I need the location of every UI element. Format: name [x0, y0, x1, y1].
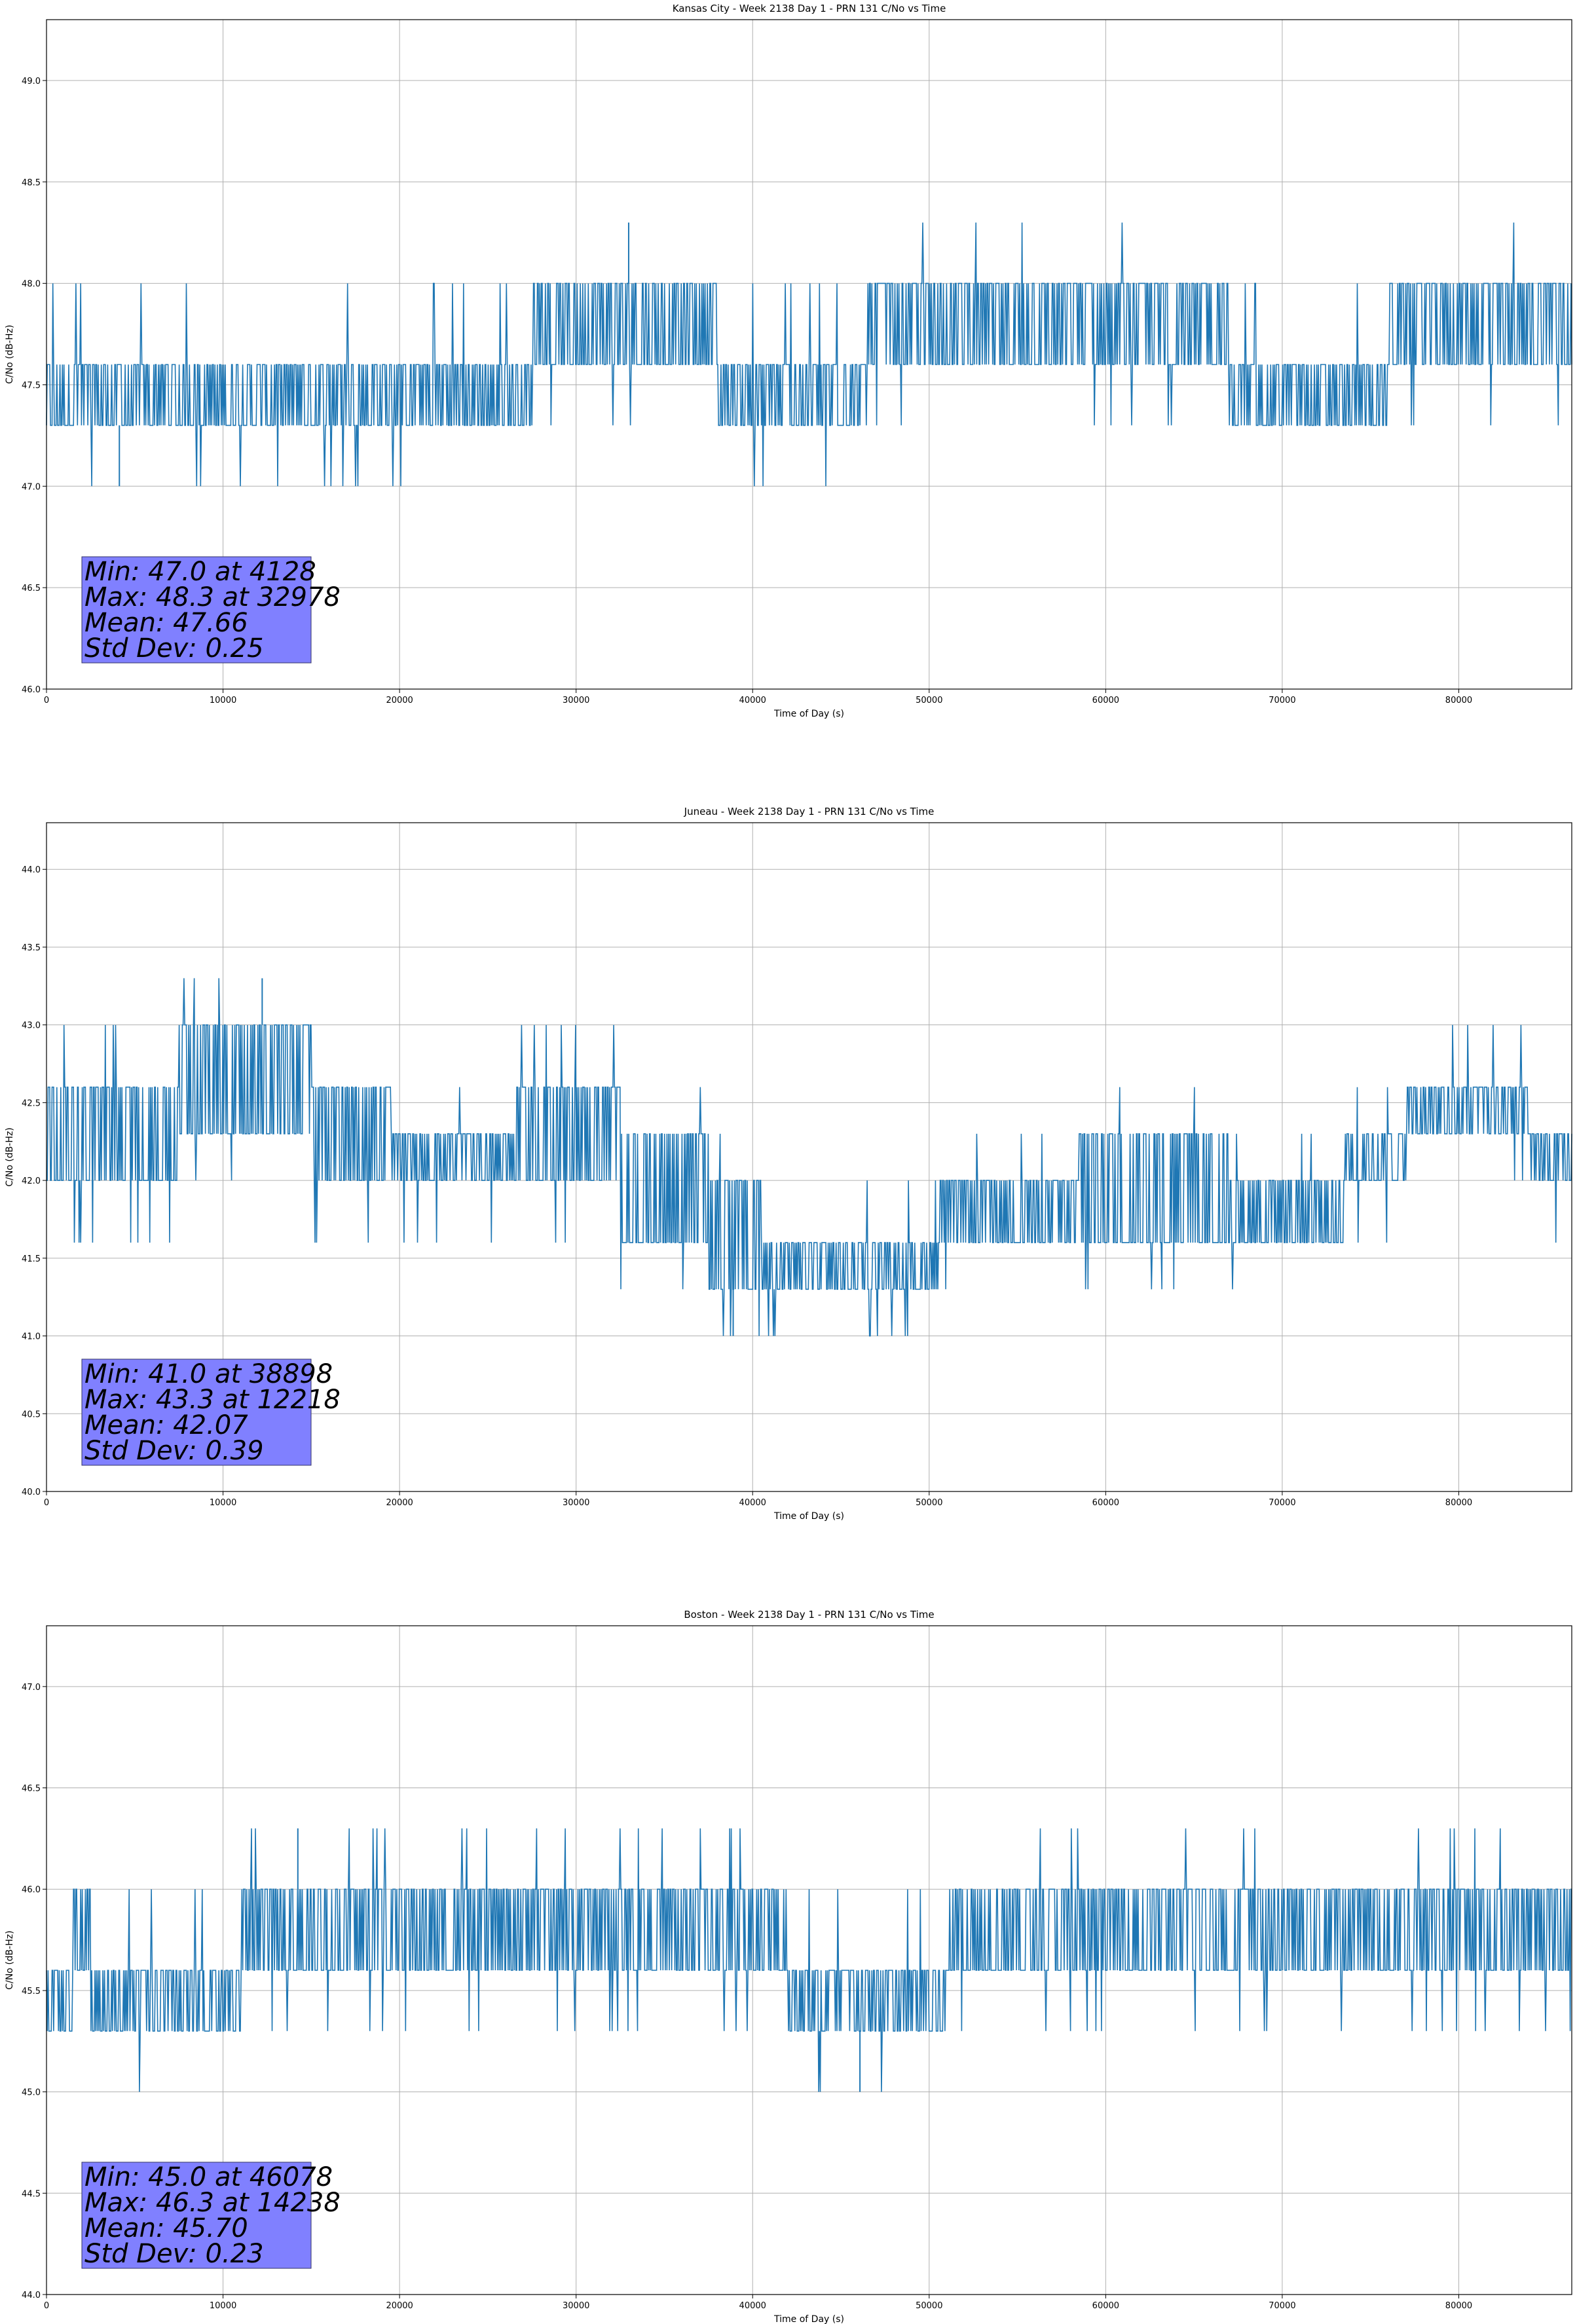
- chart-title: Boston - Week 2138 Day 1 - PRN 131 C/No …: [684, 1609, 934, 1621]
- x-tick-label: 50000: [916, 1498, 942, 1508]
- y-tick-label: 46.0: [22, 1885, 41, 1895]
- x-axis-label: Time of Day (s): [773, 2314, 844, 2324]
- x-tick-label: 10000: [210, 2301, 236, 2311]
- x-tick-label: 20000: [386, 1498, 413, 1508]
- x-tick-label: 50000: [916, 2301, 942, 2311]
- stats-std: Std Dev: 0.23: [84, 2239, 264, 2269]
- x-axis-label: Time of Day (s): [773, 709, 844, 719]
- y-tick-label: 45.0: [22, 2088, 41, 2098]
- stats-box: [81, 2162, 312, 2269]
- x-tick-label: 40000: [739, 2301, 766, 2311]
- stats-min: Min: 41.0 at 38898: [84, 1359, 333, 1389]
- y-tick-label: 47.0: [22, 482, 41, 492]
- x-tick-label: 20000: [386, 696, 413, 705]
- x-tick-label: 30000: [563, 1498, 589, 1508]
- axes-frame: [46, 822, 1572, 1492]
- y-tick-label: 44.0: [22, 2291, 41, 2300]
- chart-title: Juneau - Week 2138 Day 1 - PRN 131 C/No …: [684, 806, 935, 817]
- x-tick-label: 70000: [1269, 1498, 1295, 1508]
- y-tick-label: 48.5: [22, 178, 41, 188]
- y-tick-label: 48.0: [22, 280, 41, 290]
- chart-title: Kansas City - Week 2138 Day 1 - PRN 131 …: [673, 3, 946, 14]
- y-tick-label: 47.5: [22, 381, 41, 390]
- stats-mean: Mean: 45.70: [84, 2213, 248, 2243]
- axes-frame: [46, 19, 1572, 690]
- x-tick-label: 40000: [739, 1498, 766, 1508]
- y-tick-label: 44.0: [22, 865, 41, 875]
- series-line: [46, 222, 1572, 487]
- stats-box: [81, 556, 312, 664]
- y-tick-label: 43.0: [22, 1021, 41, 1031]
- stats-mean: Mean: 42.07: [84, 1410, 248, 1440]
- x-tick-label: 80000: [1445, 1498, 1472, 1508]
- stats-box: [81, 1359, 312, 1466]
- y-tick-label: 42.0: [22, 1176, 41, 1186]
- x-tick-label: 40000: [739, 696, 766, 705]
- series-line: [46, 1828, 1572, 2092]
- y-tick-label: 40.5: [22, 1410, 41, 1419]
- y-tick-label: 46.0: [22, 685, 41, 695]
- y-tick-label: 46.5: [22, 584, 41, 593]
- y-tick-label: 45.5: [22, 1987, 41, 1996]
- y-tick-label: 44.5: [22, 2189, 41, 2199]
- x-tick-label: 70000: [1269, 2301, 1295, 2311]
- axes-frame: [46, 1625, 1572, 2295]
- x-tick-label: 30000: [563, 696, 589, 705]
- x-tick-label: 60000: [1092, 1498, 1119, 1508]
- y-tick-label: 41.5: [22, 1254, 41, 1264]
- x-tick-label: 10000: [210, 1498, 236, 1508]
- x-tick-label: 0: [44, 696, 49, 705]
- chart-panel-3: Boston - Week 2138 Day 1 - PRN 131 C/No …: [5, 1609, 1572, 2324]
- y-tick-label: 40.0: [22, 1488, 41, 1497]
- stats-mean: Mean: 47.66: [84, 608, 248, 638]
- x-tick-label: 20000: [386, 2301, 413, 2311]
- x-tick-label: 60000: [1092, 2301, 1119, 2311]
- stats-std: Std Dev: 0.39: [84, 1436, 264, 1466]
- stats-max: Max: 46.3 at 14238: [84, 2188, 341, 2218]
- x-axis-label: Time of Day (s): [773, 1511, 844, 1522]
- chart-panel-2: Juneau - Week 2138 Day 1 - PRN 131 C/No …: [5, 806, 1572, 1522]
- y-tick-label: 42.5: [22, 1098, 41, 1108]
- y-axis-label: C/No (dB-Hz): [5, 325, 15, 384]
- chart-panel-1: Kansas City - Week 2138 Day 1 - PRN 131 …: [5, 3, 1572, 719]
- stats-min: Min: 45.0 at 46078: [84, 2162, 333, 2192]
- series-line: [46, 978, 1572, 1337]
- x-tick-label: 0: [44, 2301, 49, 2311]
- x-tick-label: 80000: [1445, 2301, 1472, 2311]
- y-tick-label: 43.5: [22, 943, 41, 953]
- y-tick-label: 41.0: [22, 1332, 41, 1342]
- x-tick-label: 30000: [563, 2301, 589, 2311]
- y-tick-label: 47.0: [22, 1683, 41, 1693]
- stats-min: Min: 47.0 at 4128: [84, 557, 316, 587]
- stats-max: Max: 43.3 at 12218: [84, 1385, 341, 1415]
- x-tick-label: 70000: [1269, 696, 1295, 705]
- stats-std: Std Dev: 0.25: [84, 633, 264, 664]
- x-tick-label: 50000: [916, 696, 942, 705]
- x-tick-label: 10000: [210, 696, 236, 705]
- x-tick-label: 0: [44, 1498, 49, 1508]
- y-tick-label: 46.5: [22, 1784, 41, 1794]
- stats-max: Max: 48.3 at 32978: [84, 582, 341, 612]
- y-axis-label: C/No (dB-Hz): [5, 1930, 15, 1989]
- x-tick-label: 60000: [1092, 696, 1119, 705]
- x-tick-label: 80000: [1445, 696, 1472, 705]
- y-axis-label: C/No (dB-Hz): [5, 1127, 15, 1186]
- y-tick-label: 49.0: [22, 77, 41, 86]
